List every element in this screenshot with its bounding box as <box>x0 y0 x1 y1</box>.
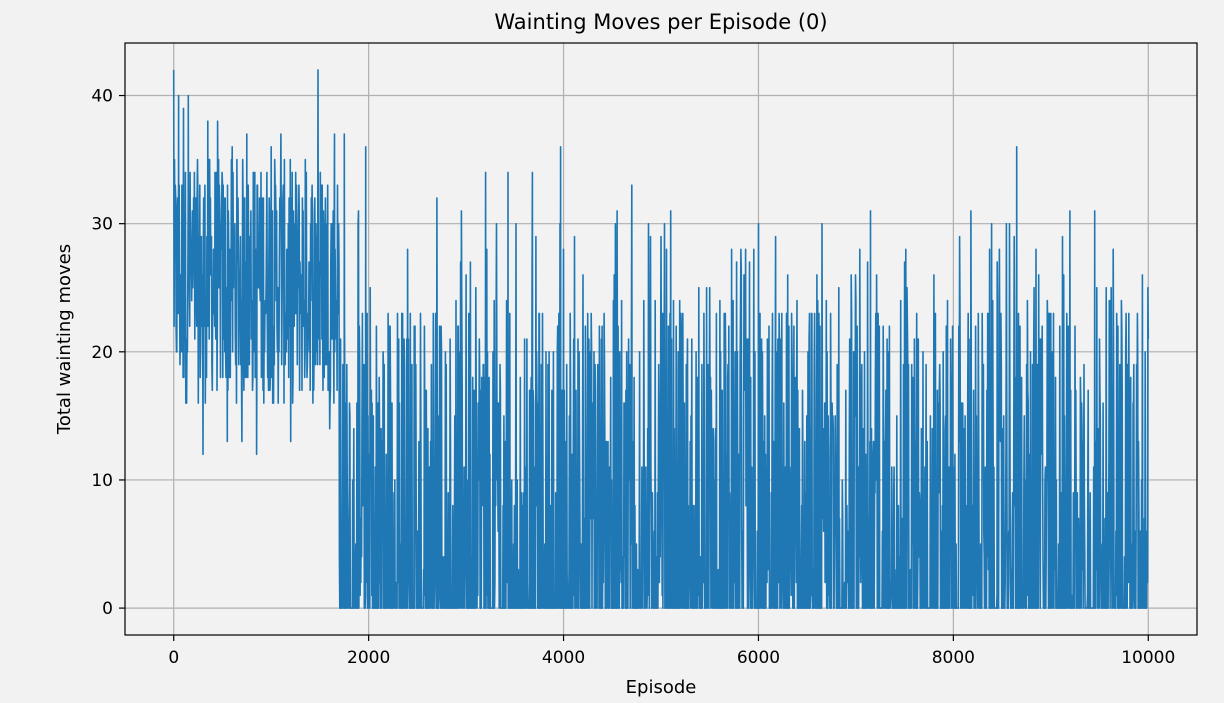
x-tick-label: 2000 <box>347 648 390 668</box>
y-tick-label: 30 <box>91 215 113 235</box>
y-axis-ticks: 0 10 20 30 40 <box>91 87 125 619</box>
x-axis-ticks: 0 2000 4000 6000 8000 10000 <box>168 635 1175 668</box>
x-tick-label: 6000 <box>737 648 780 668</box>
x-axis-label: Episode <box>626 677 697 698</box>
x-tick-label: 10000 <box>1121 648 1175 668</box>
y-tick-label: 20 <box>91 343 113 363</box>
chart-title: Wainting Moves per Episode (0) <box>494 10 827 34</box>
series-layer <box>172 69 1150 609</box>
x-tick-label: 0 <box>168 648 179 668</box>
y-tick-label: 40 <box>91 87 113 107</box>
x-tick-label: 8000 <box>932 648 975 668</box>
series-line <box>172 69 1150 609</box>
y-axis-label: Total wainting moves <box>54 244 75 435</box>
plot-frame <box>124 42 1198 636</box>
x-tick-label: 4000 <box>542 648 585 668</box>
y-tick-label: 0 <box>102 599 113 619</box>
y-tick-label: 10 <box>91 471 113 491</box>
